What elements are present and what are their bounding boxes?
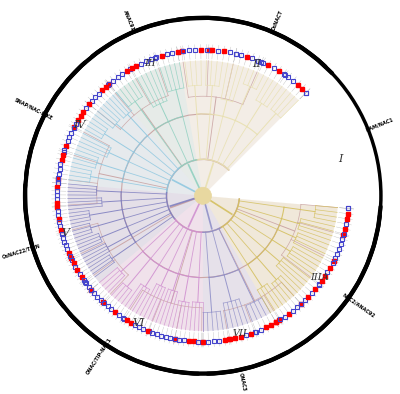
Text: I: I	[338, 154, 343, 164]
Polygon shape	[203, 196, 338, 313]
Text: V: V	[62, 228, 70, 238]
Polygon shape	[203, 196, 270, 331]
Text: OsNAC22/TIEN: OsNAC22/TIEN	[1, 243, 41, 260]
Text: ANAC91: ANAC91	[122, 9, 135, 32]
Text: VI: VI	[132, 318, 144, 328]
Text: II: II	[252, 59, 261, 69]
Text: OsNACT: OsNACT	[271, 9, 284, 32]
Polygon shape	[68, 184, 203, 283]
Polygon shape	[68, 92, 203, 196]
Circle shape	[194, 187, 212, 204]
Text: NAC2/ANAC92: NAC2/ANAC92	[342, 292, 376, 318]
Text: IV: IV	[74, 120, 86, 130]
Polygon shape	[99, 196, 203, 331]
Text: NAM/NAC1: NAM/NAC1	[365, 117, 394, 132]
Text: ONAC/TIP-NAC1: ONAC/TIP-NAC1	[86, 336, 113, 375]
Text: IIIA: IIIA	[310, 273, 329, 282]
Text: III: III	[144, 59, 156, 68]
Polygon shape	[116, 63, 203, 196]
Polygon shape	[68, 61, 338, 331]
Text: SNAP/NAC-LIKE: SNAP/NAC-LIKE	[13, 97, 53, 121]
Text: VII: VII	[232, 329, 247, 338]
Text: ONAC3: ONAC3	[238, 372, 247, 392]
Polygon shape	[180, 61, 298, 196]
